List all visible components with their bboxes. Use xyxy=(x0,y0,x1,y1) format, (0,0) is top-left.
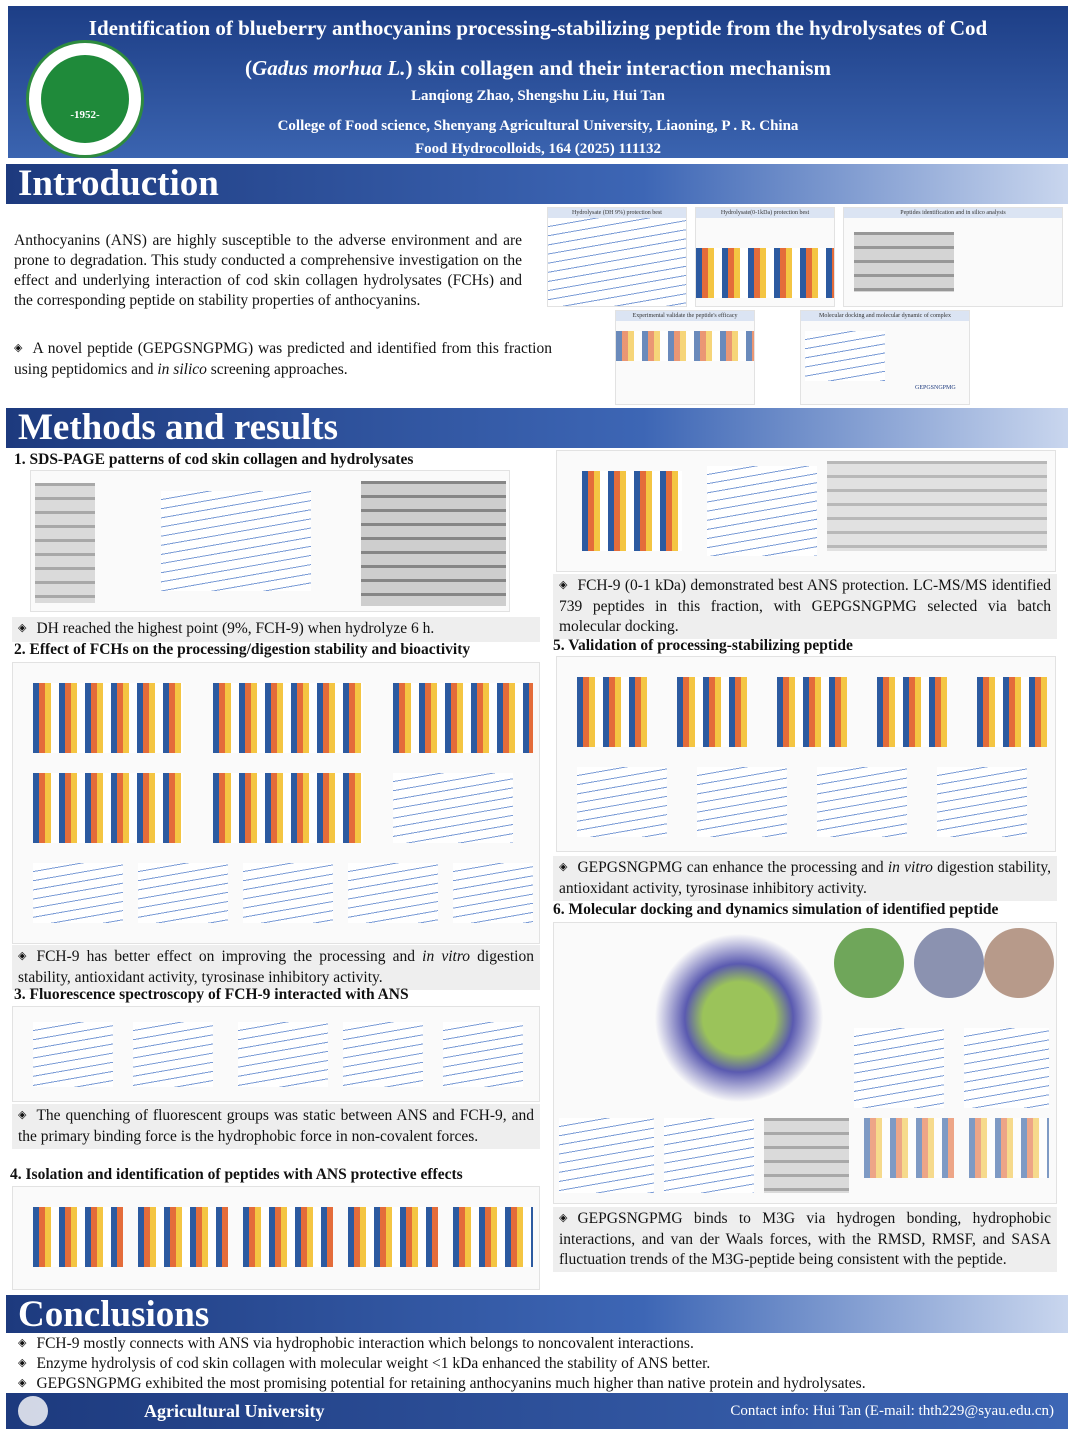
figure xyxy=(12,1006,540,1102)
figure xyxy=(556,656,1056,852)
footer-logo xyxy=(18,1396,48,1426)
panel-title: Hydrolysate(0-1kDa) protection best xyxy=(696,208,834,218)
footer: Agricultural University Contact info: Hu… xyxy=(6,1393,1068,1429)
text-segment: digestion stability, antioxidant activit… xyxy=(559,859,1051,897)
panel-title: Hydrolysate (DH 9%) protection best xyxy=(548,208,686,218)
header: Identification of blueberry anthocyanins… xyxy=(8,6,1068,158)
peptide-label: GEPGSNGPMG xyxy=(915,385,956,391)
graphical-abstract: Hydrolysate (DH 9%) protection best Hydr… xyxy=(545,205,1067,405)
section-heading: 3. Fluorescence spectroscopy of FCH-9 in… xyxy=(14,986,409,1003)
logo: -1952- xyxy=(26,40,144,158)
text-segment: Gadus morhua L. xyxy=(252,56,406,80)
conclusion-bullet: Enzyme hydrolysis of cod skin collagen w… xyxy=(18,1354,1058,1375)
logo-year: -1952- xyxy=(70,109,100,121)
conclusion-bullet: GEPGSNGPMG exhibited the most promising … xyxy=(18,1374,1058,1395)
caption: FCH-9 has better effect on improving the… xyxy=(12,945,540,990)
text-segment: A novel peptide (GEPGSNGPMG) was predict… xyxy=(14,340,552,378)
text-segment: DH reached the highest point (9%, FCH-9)… xyxy=(36,620,435,637)
intro-bullet: A novel peptide (GEPGSNGPMG) was predict… xyxy=(14,339,552,380)
section-heading: 4. Isolation and identification of pepti… xyxy=(10,1166,463,1183)
section-heading: 2. Effect of FCHs on the processing/dige… xyxy=(14,641,471,658)
section-heading: 5. Validation of processing-stabilizing … xyxy=(553,637,853,654)
citation: Food Hydrocolloids, 164 (2025) 111132 xyxy=(415,141,661,157)
authors: Lanqiong Zhao, Shengshu Liu, Hui Tan xyxy=(411,88,665,104)
text-segment: FCH-9 has better effect on improving the… xyxy=(36,948,423,965)
contact: Contact info: Hui Tan (E-mail: thth229@s… xyxy=(730,1403,1054,1419)
section-bar: Methods and results xyxy=(6,408,1068,448)
section-heading: 1. SDS-PAGE patterns of cod skin collage… xyxy=(14,451,414,468)
text-segment: in vitro xyxy=(887,859,933,876)
caption: DH reached the highest point (9%, FCH-9)… xyxy=(12,617,540,642)
affiliation: College of Food science, Shenyang Agricu… xyxy=(277,118,799,134)
figure xyxy=(556,450,1056,572)
figure: Hydrolysate(0-1kDa) protection best xyxy=(695,207,835,307)
caption: GEPGSNGPMG can enhance the processing an… xyxy=(553,856,1057,901)
panel-title: Peptides identification and in silico an… xyxy=(844,208,1062,218)
figure xyxy=(553,922,1057,1204)
section-heading: 6. Molecular docking and dynamics simula… xyxy=(553,901,999,918)
text-segment: in silico xyxy=(157,361,207,378)
section-bar: Introduction xyxy=(6,164,1068,204)
caption: GEPGSNGPMG binds to M3G via hydrogen bon… xyxy=(553,1207,1057,1272)
text-segment: digestion stability, antioxidant activit… xyxy=(18,948,534,986)
text-segment: FCH-9 (0-1 kDa) demonstrated best ANS pr… xyxy=(559,577,1051,635)
figure xyxy=(30,470,510,612)
title-line-1: Identification of blueberry anthocyanins… xyxy=(88,16,988,40)
text-segment: The quenching of fluorescent groups was … xyxy=(18,1107,534,1145)
caption: The quenching of fluorescent groups was … xyxy=(12,1104,540,1149)
intro-paragraph: Anthocyanins (ANS) are highly susceptibl… xyxy=(14,231,522,311)
figure: Hydrolysate (DH 9%) protection best xyxy=(547,207,687,307)
text-segment: Anthocyanins (ANS) are highly susceptibl… xyxy=(14,232,522,309)
university: Agricultural University xyxy=(144,1401,325,1421)
section-bar: Conclusions xyxy=(6,1295,1068,1335)
text-segment: ( xyxy=(245,56,253,80)
text-segment: ) skin collagen and their interaction me… xyxy=(405,56,831,80)
text-segment: GEPGSNGPMG can enhance the processing an… xyxy=(577,859,888,876)
figure xyxy=(12,662,540,944)
text-segment: in vitro xyxy=(422,948,471,965)
figure: Experimental validate the peptide's effi… xyxy=(615,310,755,405)
figure: Molecular docking and molecular dynamic … xyxy=(800,310,970,405)
caption: FCH-9 (0-1 kDa) demonstrated best ANS pr… xyxy=(553,574,1057,639)
panel-title: Molecular docking and molecular dynamic … xyxy=(801,311,969,321)
figure: Peptides identification and in silico an… xyxy=(843,207,1063,307)
text-segment: GEPGSNGPMG binds to M3G via hydrogen bon… xyxy=(559,1210,1051,1268)
text-segment: screening approaches. xyxy=(206,361,348,378)
conclusion-bullet: FCH-9 mostly connects with ANS via hydro… xyxy=(18,1334,1058,1355)
title-line-2: (Gadus morhua L.) skin collagen and thei… xyxy=(8,56,1068,81)
panel-title: Experimental validate the peptide's effi… xyxy=(616,311,754,321)
figure xyxy=(12,1186,540,1290)
